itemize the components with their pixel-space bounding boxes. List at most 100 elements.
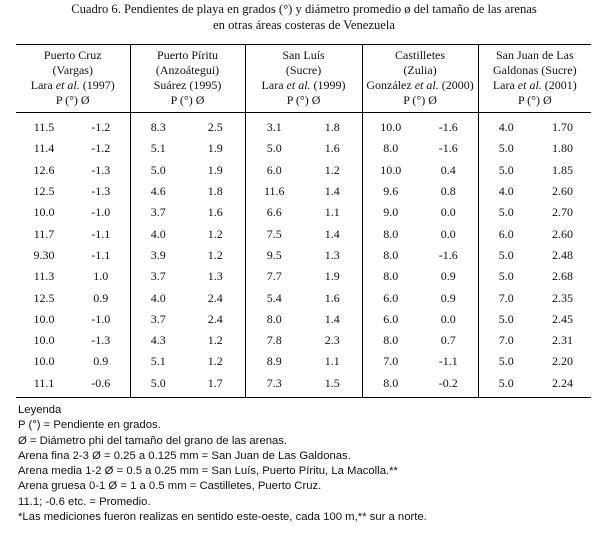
table-row: 11.3 1.0 3.7 1.3 7.7 1.9 8.0 0.9 5.0 2.68 [16,266,591,288]
slope-cell: 5.0 [477,138,535,160]
header-puerto-piritu: Puerto Píritu (Anzoátegui) Suárez (1995)… [129,44,246,113]
phi-cell: 0.0 [440,311,456,326]
phi-cell: 0.9 [440,269,456,284]
table-row: 12.5 0.9 4.0 2.4 5.4 1.6 6.0 0.9 7.0 2.35 [16,287,591,309]
slope-cell: 10.0 [361,112,420,139]
phi-cell: 2.24 [534,372,592,398]
slope-cell: 7.0 [361,351,420,373]
slope-cell: 5.4 [244,287,304,309]
phi-cell: -1.6 [438,120,458,135]
phi-cell: 1.8 [324,120,340,135]
table-row: 11.5 -1.2 8.3 2.5 3.1 1.8 10.0 -1.6 4.0 1.70 [16,112,591,139]
slope-cell: 12.5 [33,290,55,305]
table-row: 10.0 -1.0 3.7 1.6 6.6 1.1 9.0 0.0 5.0 2.70 [16,202,591,224]
table-row: 9.30 -1.1 3.9 1.2 9.5 1.3 8.0 -1.6 5.0 2.48 [16,244,591,267]
slope-cell: 5.1 [129,351,187,373]
slope-cell: 11.3 [33,269,55,284]
table-row: 12.6 -1.3 5.0 1.9 6.0 1.2 10.0 0.4 5.0 1.85 [16,159,591,181]
phi-cell: 2.31 [552,333,574,348]
slope-cell: 11.6 [244,180,304,203]
slope-grain-table: Puerto Cruz (Vargas) Lara et al. (1997) … [16,44,592,398]
slope-cell: 8.0 [244,308,304,330]
phi-cell: 1.3 [324,247,340,262]
slope-cell: 3.1 [244,112,304,139]
slope-cell: 11.5 [33,120,55,135]
slope-cell: 11.4 [33,141,55,156]
slope-cell: 7.3 [244,372,304,398]
slope-cell: 8.0 [361,138,420,160]
legend-line: Arena fina 2-3 Ø = 0.25 a 0.125 mm = San… [18,449,351,462]
slope-cell: 10.0 [33,205,55,220]
phi-cell: -1.2 [91,120,111,135]
slope-cell: 5.0 [129,159,187,181]
slope-cell: 8.0 [361,266,420,288]
slope-cell: 5.0 [477,266,535,288]
slope-cell: 8.0 [361,244,420,267]
slope-cell: 4.0 [477,180,535,203]
slope-cell: 9.6 [361,180,420,203]
phi-cell: 1.8 [207,184,223,199]
legend-line: *Las mediciones fueron realizas en senti… [18,511,427,524]
header-row: Puerto Cruz (Vargas) Lara et al. (1997) … [16,44,592,113]
slope-cell: 4.3 [129,329,187,352]
phi-cell: 1.7 [186,372,246,398]
phi-cell: 2.20 [552,354,574,369]
slope-cell: 5.0 [244,138,304,160]
slope-cell: 5.0 [477,351,535,373]
slope-cell: 7.5 [244,223,304,245]
slope-cell: 5.0 [477,308,535,330]
slope-cell: 8.0 [361,329,420,352]
legend-title: Leyenda [18,404,62,416]
table-row: 10.0 -1.0 3.7 2.4 8.0 1.4 6.0 0.0 5.0 2.45 [16,308,591,330]
slope-cell: 10.0 [33,354,55,369]
phi-cell: 1.2 [207,354,223,369]
phi-cell: 0.8 [440,184,456,199]
phi-cell: -1.1 [91,226,111,241]
slope-cell: 10.0 [33,311,55,326]
phi-cell: -0.2 [419,372,479,398]
table-row: 12.5 -1.3 4.6 1.8 11.6 1.4 9.6 0.8 4.0 2.60 [16,180,591,203]
slope-cell: 9.5 [244,244,304,267]
header-san-juan-de-las-galdonas: San Juan de Las Galdonas (Sucre) Lara et… [477,44,592,113]
phi-cell: 2.60 [552,184,574,199]
phi-cell: 2.35 [552,290,574,305]
phi-cell: 0.9 [93,354,109,369]
legend-line: Ø = Diámetro phi del tamaño del grano de… [18,434,288,447]
legend-line: Arena media 1-2 Ø = 0.5 a 0.25 mm = San … [18,465,398,478]
phi-cell: 2.5 [207,120,223,135]
phi-cell: 1.85 [552,162,574,177]
phi-cell: 1.70 [552,120,574,135]
phi-cell: 1.9 [324,269,340,284]
caption-line-2: en otras áreas costeras de Venezuela [213,17,395,32]
slope-cell: 10.0 [361,159,420,181]
phi-cell: 1.9 [207,162,223,177]
phi-cell: 1.9 [207,141,223,156]
phi-cell: 2.70 [552,205,574,220]
phi-cell: 2.3 [324,333,340,348]
slope-cell: 5.0 [477,202,535,224]
slope-cell: 8.0 [361,372,420,398]
phi-cell: 1.2 [207,226,223,241]
phi-cell: 1.0 [93,269,109,284]
table-row: 11.7 -1.1 4.0 1.2 7.5 1.4 8.0 0.0 6.0 2.60 [16,223,591,245]
phi-cell: 1.4 [324,184,340,199]
slope-cell: 4.0 [477,112,535,139]
phi-cell: 2.48 [552,247,574,262]
phi-cell: 1.80 [552,141,574,156]
phi-cell: 1.3 [207,269,223,284]
phi-cell: 1.1 [324,354,340,369]
phi-cell: -1.0 [91,205,111,220]
slope-cell: 6.0 [477,223,535,245]
table-body: 11.5 -1.2 8.3 2.5 3.1 1.8 10.0 -1.6 4.0 1.70 11.4 -… [16,112,592,398]
slope-cell: 12.6 [33,162,55,177]
slope-cell: 7.7 [244,266,304,288]
phi-cell: 2.4 [207,290,223,305]
slope-cell: 5.0 [477,244,535,267]
phi-cell: -1.3 [91,162,111,177]
slope-cell: 6.6 [244,202,304,224]
slope-cell: 4.0 [129,287,187,309]
slope-cell: 5.0 [477,372,535,398]
slope-cell: 5.0 [129,372,187,398]
slope-cell: 4.6 [129,180,187,203]
